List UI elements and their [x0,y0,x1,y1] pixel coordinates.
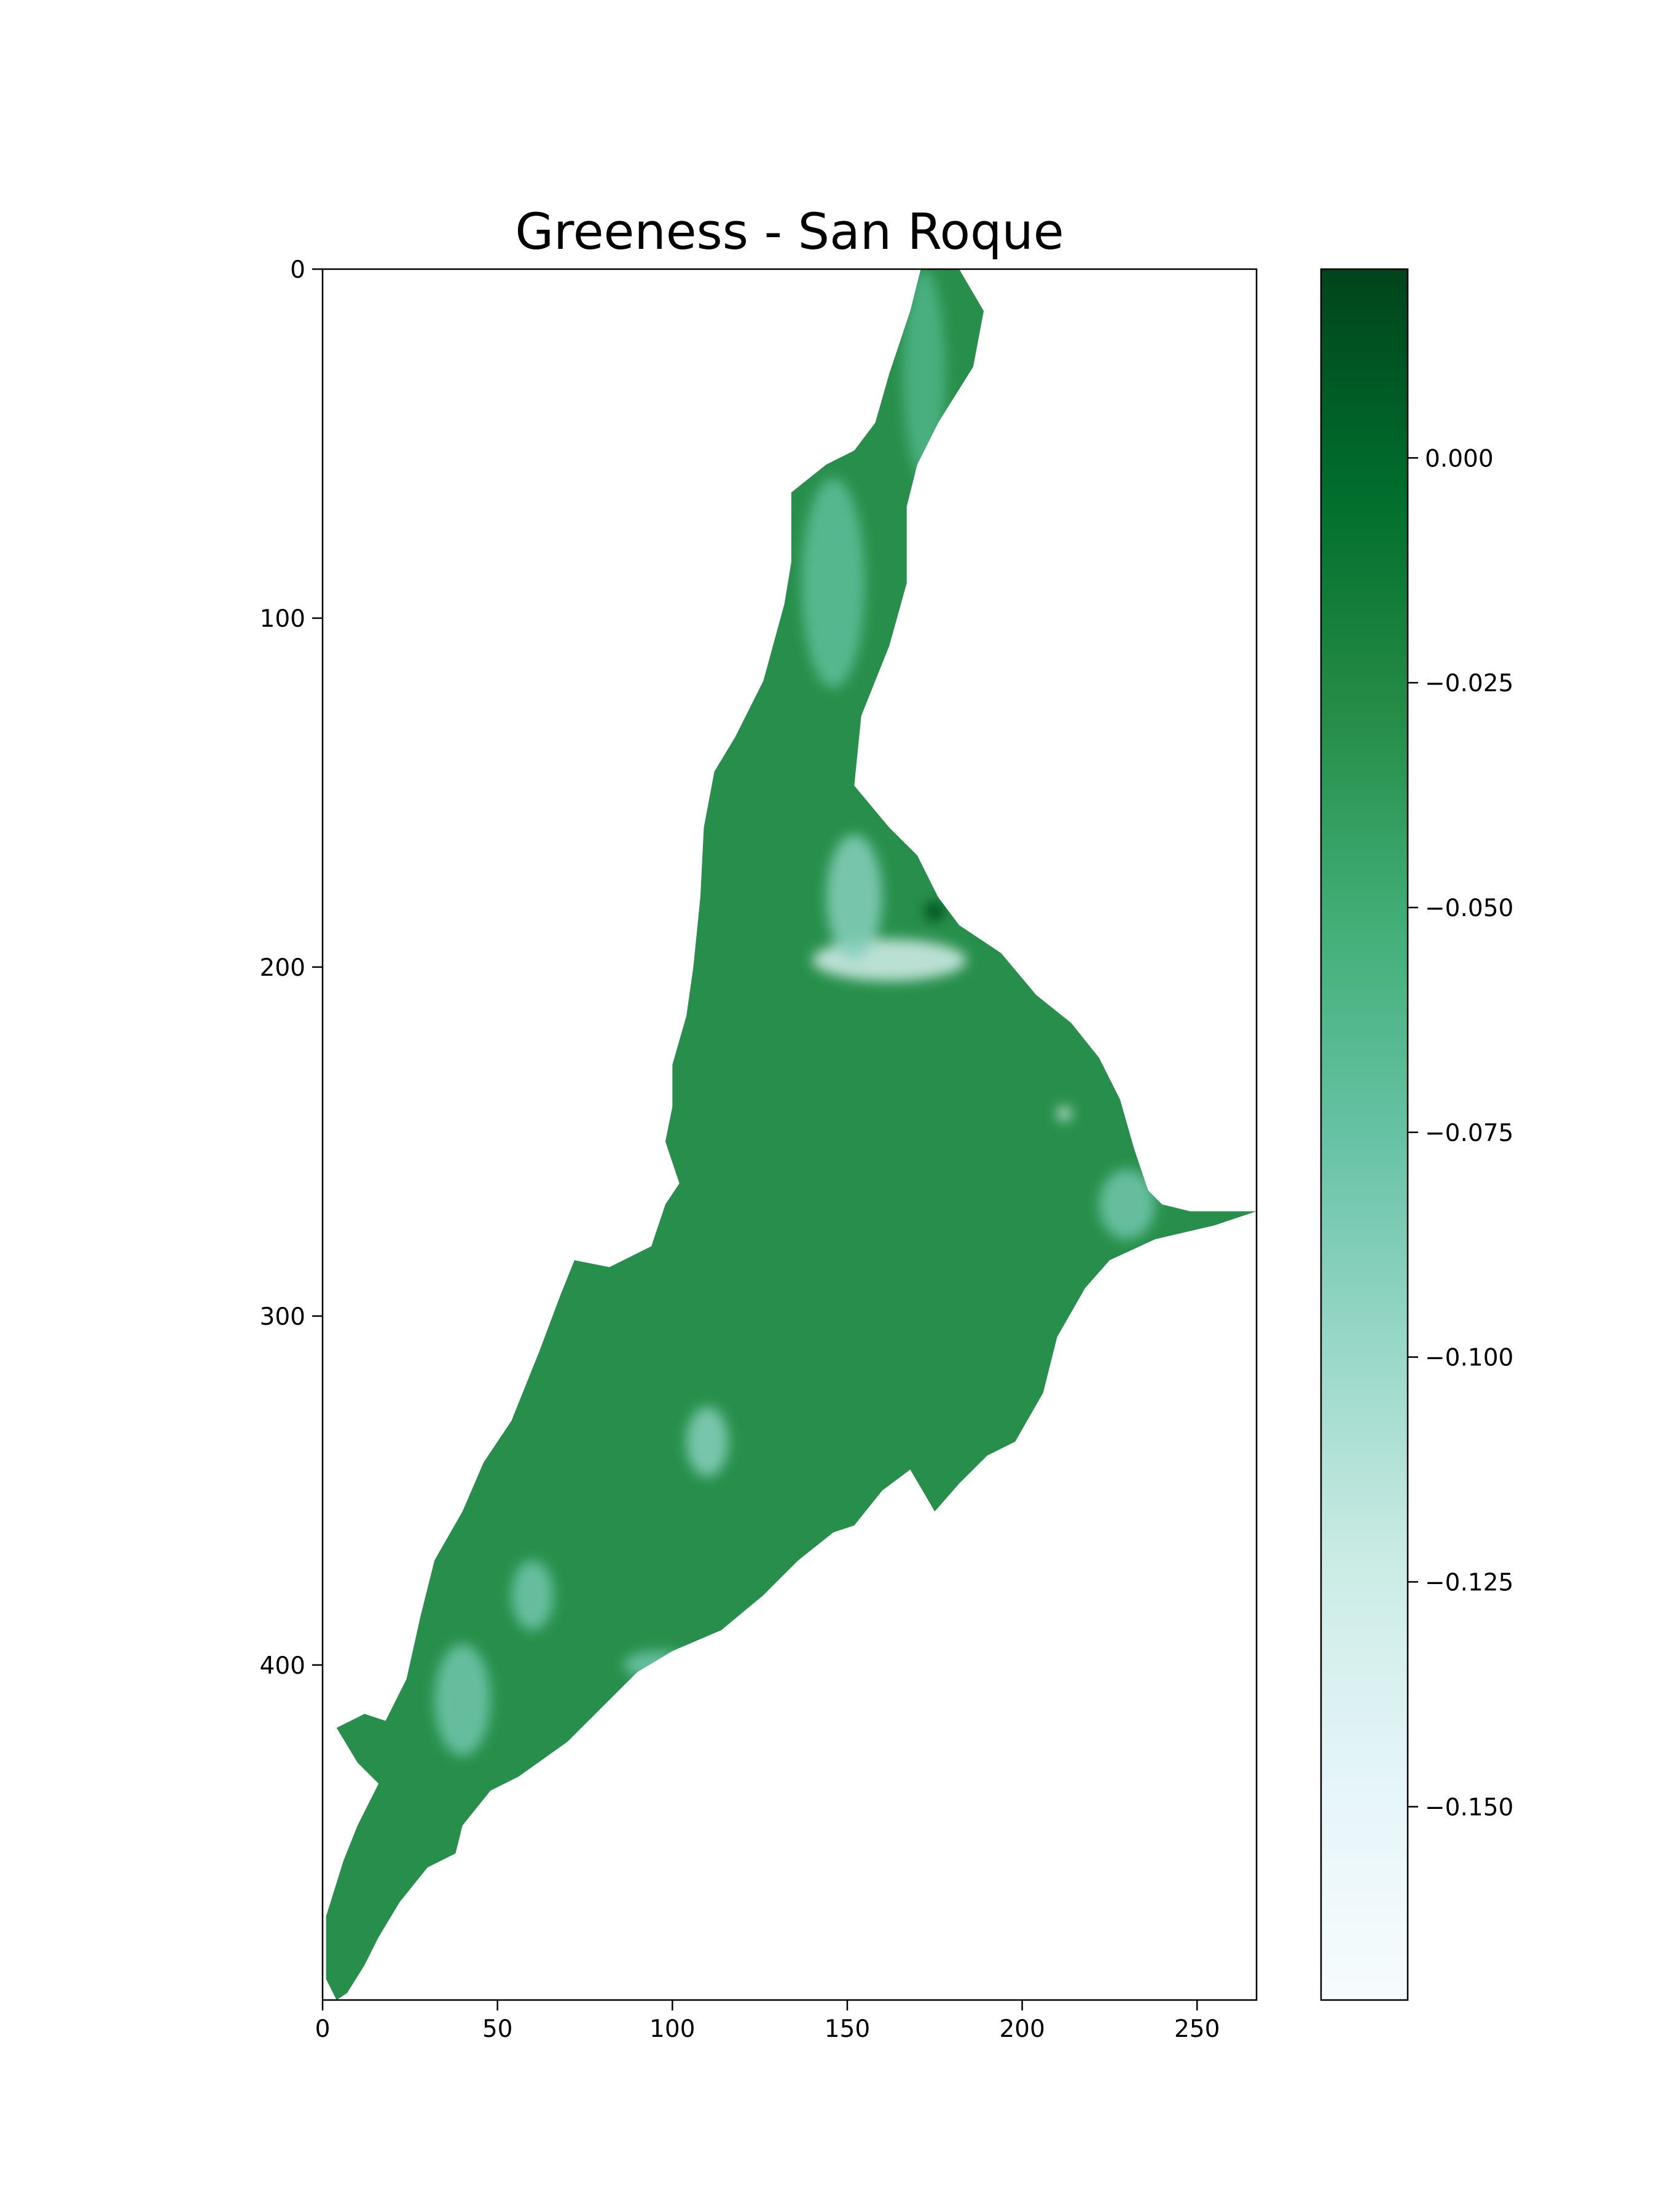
colorbar-tick-label: 0.000 [1425,445,1494,473]
colorbar-tick-label: −0.050 [1425,895,1513,922]
light-patch [511,1560,554,1630]
plot-frame [321,268,1258,2001]
light-patch [801,478,865,688]
chart-title: Greeness - San Roque [515,203,1064,261]
colorbar-tick-label: −0.075 [1425,1120,1513,1147]
colorbar: 0.000 −0.025 −0.050 −0.075 −0.100 −0.125 −0.15… [1320,268,1513,2001]
colorbar-tick-label: −0.100 [1425,1344,1513,1372]
y-tick-label: 200 [260,954,305,982]
colorbar-gradient [1320,268,1409,2001]
colorbar-tick-label: −0.025 [1425,670,1513,697]
y-tick-label: 400 [260,1652,305,1680]
y-tick-label: 300 [260,1303,305,1331]
region-area [326,269,1257,2000]
y-tick-label: 0 [290,256,305,284]
light-patch [826,834,882,960]
x-axis: 0 50 100 150 200 250 [315,2000,1220,2043]
x-tick-label: 200 [999,2015,1045,2043]
x-tick-label: 100 [649,2015,695,2043]
light-patch [1057,1107,1072,1121]
light-patch [686,1406,729,1477]
dark-spot [924,900,946,922]
x-tick-label: 50 [482,2015,513,2043]
x-tick-label: 250 [1174,2015,1220,2043]
plot-area [326,269,1257,2000]
light-patch [623,1651,694,1679]
y-tick-label: 100 [260,605,305,633]
light-patch [1099,1169,1155,1239]
light-patch [903,269,946,479]
x-tick-label: 150 [825,2015,870,2043]
x-tick-label: 0 [315,2015,331,2043]
light-patch [812,939,967,981]
colorbar-tick-label: −0.125 [1425,1569,1513,1597]
colorbar-tick-label: −0.150 [1425,1794,1513,1821]
y-axis: 0 100 200 300 400 [260,256,323,1680]
light-patch [434,1644,491,1756]
